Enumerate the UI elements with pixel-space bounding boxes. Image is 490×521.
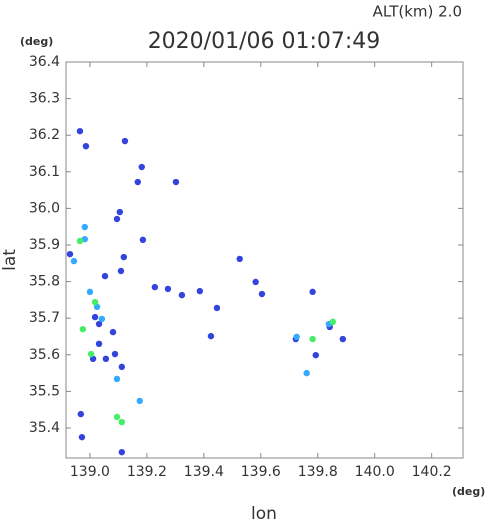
echo-point <box>207 332 215 340</box>
echo-point <box>77 410 85 418</box>
echo-point <box>95 340 103 348</box>
y-tick-label: 36.3 <box>29 91 60 107</box>
echo-point <box>309 335 316 343</box>
echo-point <box>339 335 347 343</box>
echo-point <box>81 223 88 231</box>
echo-point <box>213 304 221 312</box>
echo-point <box>172 178 180 186</box>
echo-point <box>91 313 99 321</box>
echo-point <box>81 235 88 243</box>
echo-point <box>293 333 300 341</box>
echo-point <box>116 208 124 216</box>
y-tick-label: 35.9 <box>29 237 60 253</box>
y-axis-label: lat <box>0 249 20 271</box>
chart-subtitle: ALT(km) 2.0 <box>373 3 462 21</box>
echo-point <box>66 250 74 258</box>
echo-point <box>138 163 145 171</box>
echo-point <box>76 237 84 245</box>
echo-point <box>252 278 259 286</box>
echo-point <box>86 288 94 296</box>
y-tick-label: 35.7 <box>29 310 60 326</box>
echo-point <box>82 142 90 150</box>
echo-point <box>95 320 103 328</box>
y-tick-label: 35.6 <box>29 347 60 363</box>
echo-point <box>117 267 125 275</box>
y-unit: (deg) <box>20 35 53 48</box>
y-tick-label: 36.2 <box>29 127 60 143</box>
echo-point <box>258 290 266 298</box>
x-tick-label: 140.0 <box>355 464 395 480</box>
x-tick-label: 139.6 <box>241 464 281 480</box>
echo-point <box>78 433 86 441</box>
echo-point <box>101 272 109 280</box>
y-tick-label: 36.1 <box>29 164 60 180</box>
y-tick-label: 35.5 <box>29 383 60 399</box>
echo-point <box>113 215 121 223</box>
echo-point <box>164 285 172 293</box>
echo-point <box>79 325 87 333</box>
echo-point <box>312 351 319 359</box>
x-tick-label: 139.4 <box>184 464 224 480</box>
echo-point <box>98 315 106 323</box>
echo-point <box>118 363 126 371</box>
echo-point <box>196 287 204 295</box>
echo-point <box>329 318 337 326</box>
echo-point <box>303 369 310 377</box>
echo-point <box>151 283 159 291</box>
echo-point <box>136 397 143 405</box>
echo-point <box>118 418 126 426</box>
echo-point <box>134 178 141 186</box>
x-tick-label: 140.2 <box>412 464 452 480</box>
echo-point <box>121 137 129 145</box>
echo-point <box>113 413 121 421</box>
y-tick-label: 35.8 <box>29 274 60 290</box>
echo-point <box>70 257 78 265</box>
echo-point <box>118 448 126 456</box>
x-tick-label: 139.0 <box>70 464 110 480</box>
echo-point <box>120 253 128 261</box>
echo-point <box>102 355 110 363</box>
y-tick-label: 35.4 <box>29 420 60 436</box>
echo-point <box>236 255 243 263</box>
chart-title: 2020/01/06 01:07:49 <box>148 29 381 54</box>
echo-point <box>139 236 147 244</box>
echo-point <box>87 350 95 358</box>
echo-point <box>111 350 119 358</box>
echo-point <box>76 127 84 135</box>
y-tick-label: 36.0 <box>29 200 60 216</box>
x-tick-label: 139.8 <box>298 464 338 480</box>
echo-point <box>309 288 316 296</box>
x-unit: (deg) <box>452 485 485 498</box>
x-tick-label: 139.2 <box>127 464 167 480</box>
echo-point <box>178 291 186 299</box>
y-tick-label: 36.4 <box>29 54 60 70</box>
echo-point <box>91 298 99 306</box>
plot-frame <box>65 61 464 459</box>
x-axis-label: lon <box>251 504 277 521</box>
echo-point <box>109 328 117 336</box>
echo-point <box>113 375 121 383</box>
